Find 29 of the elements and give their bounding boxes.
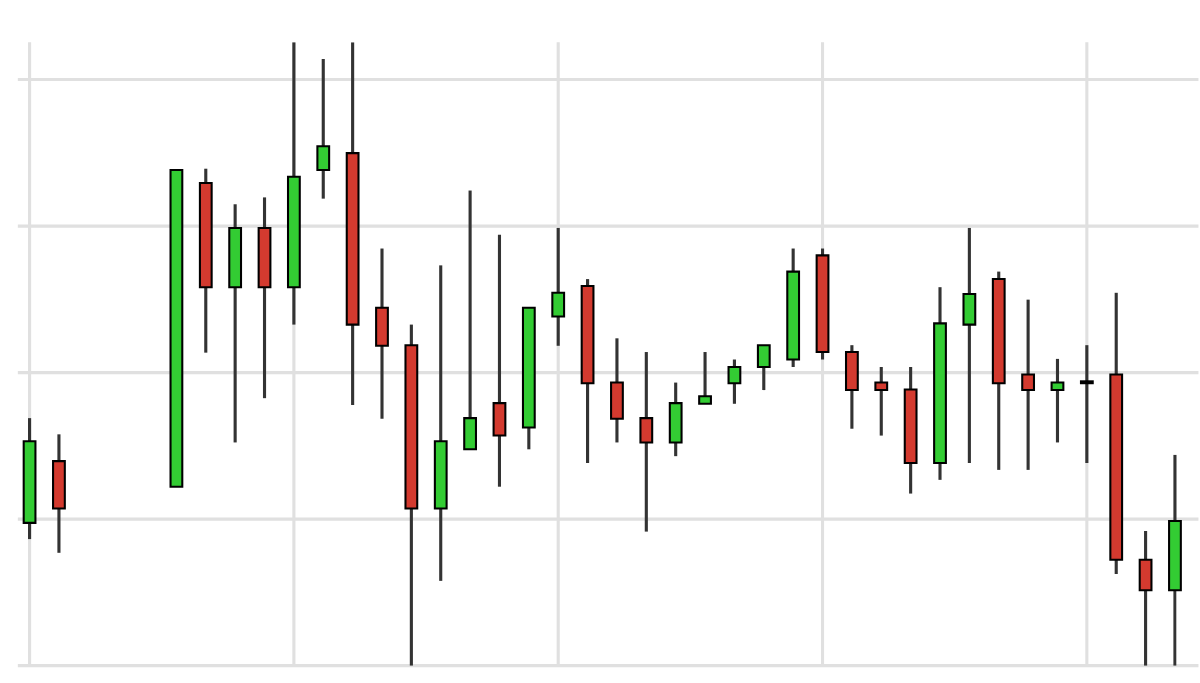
candlestick (874, 366, 889, 436)
candlestick (404, 324, 419, 666)
candlestick (521, 306, 536, 451)
candlestick (1138, 530, 1153, 666)
candlestick (639, 351, 654, 532)
candlestick (52, 434, 66, 553)
candlestick (463, 190, 478, 451)
candlestick (698, 351, 712, 405)
candlestick (1050, 358, 1065, 444)
candlestick (433, 265, 448, 581)
candlestick (1168, 454, 1182, 666)
candlestick (228, 204, 243, 444)
candlestick (903, 366, 918, 494)
candlestick (345, 41, 360, 405)
candlestick (668, 382, 683, 458)
candlestick (169, 168, 184, 488)
candlestick (257, 197, 272, 400)
candlestick (22, 417, 37, 541)
candlestick (375, 248, 389, 419)
candlestick (492, 234, 507, 487)
candlestick (286, 41, 301, 325)
candlestick (1021, 299, 1036, 470)
candlestick (316, 58, 331, 199)
candlestick (756, 343, 771, 392)
candlestick (551, 227, 566, 346)
candlestick (610, 338, 624, 444)
candlestick (1079, 344, 1094, 463)
candlestick (933, 286, 947, 480)
candlestick (962, 227, 977, 463)
